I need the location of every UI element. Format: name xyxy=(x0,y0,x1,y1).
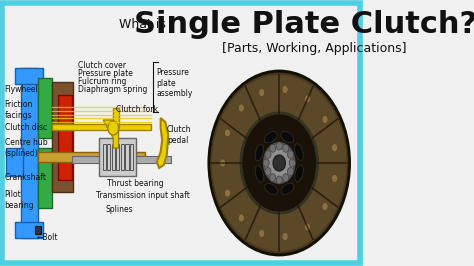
FancyBboxPatch shape xyxy=(38,152,146,162)
FancyBboxPatch shape xyxy=(38,148,52,208)
Text: Pilot
bearing: Pilot bearing xyxy=(5,190,34,210)
Ellipse shape xyxy=(281,131,293,143)
Circle shape xyxy=(219,159,226,167)
Text: Thrust bearing: Thrust bearing xyxy=(107,180,164,189)
FancyBboxPatch shape xyxy=(38,78,52,138)
Polygon shape xyxy=(157,118,168,168)
Circle shape xyxy=(238,104,245,112)
Ellipse shape xyxy=(255,144,264,161)
Text: Clutch cover: Clutch cover xyxy=(78,60,126,69)
Circle shape xyxy=(265,168,271,176)
Circle shape xyxy=(289,159,295,167)
FancyBboxPatch shape xyxy=(15,222,43,238)
FancyBboxPatch shape xyxy=(72,156,172,163)
Text: Pressure
plate
assembly: Pressure plate assembly xyxy=(156,68,192,98)
Circle shape xyxy=(282,232,288,240)
Text: Clutch disc: Clutch disc xyxy=(5,123,47,132)
Circle shape xyxy=(209,71,350,255)
Circle shape xyxy=(304,223,310,231)
Circle shape xyxy=(238,214,245,222)
Circle shape xyxy=(108,121,118,135)
Ellipse shape xyxy=(255,166,264,182)
Circle shape xyxy=(225,129,230,137)
Circle shape xyxy=(276,142,283,150)
Circle shape xyxy=(304,95,310,103)
FancyBboxPatch shape xyxy=(52,82,73,192)
FancyBboxPatch shape xyxy=(100,138,136,176)
FancyBboxPatch shape xyxy=(113,108,119,128)
Text: Splines: Splines xyxy=(106,206,133,214)
Circle shape xyxy=(259,229,265,237)
Text: Friction
facings: Friction facings xyxy=(5,100,33,120)
Ellipse shape xyxy=(281,183,294,194)
Text: Diaphragm spring: Diaphragm spring xyxy=(78,85,147,94)
Circle shape xyxy=(331,174,337,182)
Circle shape xyxy=(331,144,337,152)
Circle shape xyxy=(322,202,328,210)
Circle shape xyxy=(287,168,293,176)
Text: What is: What is xyxy=(118,18,165,31)
FancyBboxPatch shape xyxy=(21,68,38,238)
Circle shape xyxy=(241,113,318,213)
FancyBboxPatch shape xyxy=(35,226,41,234)
Circle shape xyxy=(270,144,276,152)
Text: ←Bolt: ←Bolt xyxy=(36,234,58,243)
FancyBboxPatch shape xyxy=(52,124,152,130)
Circle shape xyxy=(265,151,271,159)
Text: Single Plate Clutch?: Single Plate Clutch? xyxy=(134,10,474,39)
Ellipse shape xyxy=(295,165,303,182)
Text: Clutch
pedal: Clutch pedal xyxy=(167,125,191,145)
Text: [Parts, Working, Applications]: [Parts, Working, Applications] xyxy=(222,42,406,55)
Ellipse shape xyxy=(295,144,303,160)
Ellipse shape xyxy=(265,184,278,194)
Circle shape xyxy=(283,174,289,182)
Text: Fulcrum ring: Fulcrum ring xyxy=(78,77,127,85)
Circle shape xyxy=(264,143,294,183)
Text: Centre hub
(splined): Centre hub (splined) xyxy=(5,138,47,158)
Text: Clutch fork: Clutch fork xyxy=(116,106,158,114)
Circle shape xyxy=(276,176,283,184)
Circle shape xyxy=(322,115,328,123)
FancyBboxPatch shape xyxy=(58,95,72,180)
Polygon shape xyxy=(103,120,118,148)
Circle shape xyxy=(259,89,265,97)
Circle shape xyxy=(287,151,293,159)
Text: Pressure plate: Pressure plate xyxy=(78,69,133,77)
Circle shape xyxy=(282,85,288,93)
FancyBboxPatch shape xyxy=(6,148,23,176)
Circle shape xyxy=(225,189,230,197)
FancyBboxPatch shape xyxy=(15,68,43,84)
Circle shape xyxy=(270,174,276,182)
Text: Transmission input shaft: Transmission input shaft xyxy=(96,192,190,201)
Circle shape xyxy=(263,159,269,167)
Ellipse shape xyxy=(264,132,277,143)
Text: Flywheel: Flywheel xyxy=(5,85,38,94)
Circle shape xyxy=(283,144,289,152)
Text: Crankshaft: Crankshaft xyxy=(5,173,46,182)
Circle shape xyxy=(210,73,348,253)
Circle shape xyxy=(273,155,285,171)
